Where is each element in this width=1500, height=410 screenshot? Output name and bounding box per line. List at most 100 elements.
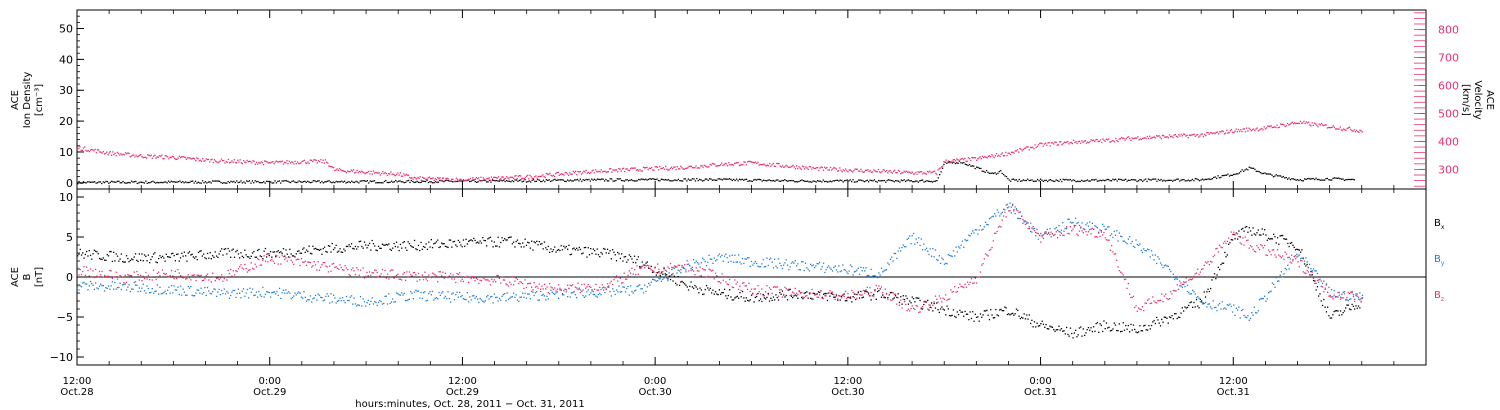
bz-point [379,275,381,277]
by-point [648,282,650,285]
ion-density-point [142,181,144,184]
bz-point [230,268,232,271]
by-point [621,291,623,293]
by-point [437,298,439,300]
by-point [752,264,754,266]
velocity-point [864,169,867,171]
by-point [866,275,868,277]
ion-density-point [108,182,110,184]
bx-point [939,308,942,310]
velocity-point [321,162,323,164]
bx-point [659,275,661,277]
velocity-point [362,171,364,173]
bz-point [1037,233,1039,235]
bx-point [651,271,654,273]
bx-point [883,296,885,299]
by-point [502,293,504,296]
bz-point [777,295,780,297]
velocity-point [1144,137,1146,139]
by-point [838,265,840,267]
velocity-point [1187,137,1189,139]
velocity-point [550,174,552,177]
by-point [1192,289,1194,291]
bx-point [1271,238,1273,240]
bx-point [276,251,278,253]
velocity-point [592,169,594,171]
bz-point [808,293,811,295]
velocity-point [1133,137,1136,139]
by-point [133,281,135,284]
velocity-point [680,165,682,167]
by-point [1208,303,1210,305]
bz-point [1108,239,1110,241]
velocity-point [638,170,640,172]
velocity-point [225,160,227,163]
by-point [107,285,110,287]
bx-point [990,309,992,311]
by-point [492,302,494,304]
bz-point [191,274,193,276]
bx-point [979,313,982,315]
velocity-point [366,171,369,173]
velocity-point [244,161,246,163]
bx-point [662,273,664,275]
velocity-point [973,157,975,159]
bz-point [1334,296,1337,298]
by-point [1300,258,1302,260]
velocity-point [760,164,763,166]
ion-density-point [430,181,432,183]
by-point [406,299,408,302]
ion-density-point [1092,179,1094,181]
ion-density-point [437,181,439,183]
ion-density-point [520,179,522,181]
ion-density-point [578,180,580,182]
velocity-point [1163,135,1165,137]
bz-point [221,274,223,276]
velocity-point [502,176,504,178]
ion-density-point [351,180,353,182]
ion-density-point [169,181,171,183]
bx-point [1357,305,1360,307]
bx-point [365,244,367,246]
velocity-point [420,179,422,181]
velocity-point [438,177,440,180]
ion-density-point [344,180,346,182]
bx-point [349,245,351,248]
velocity-point [399,172,401,174]
by-point [307,299,309,301]
bx-point [565,245,567,248]
ion-density-point [393,181,395,183]
bx-point [223,248,225,250]
bx-point [134,253,137,255]
by-point [642,292,645,294]
velocity-point [582,172,584,174]
bx-point [969,311,971,313]
bx-point [1212,276,1214,278]
by-point [475,295,477,298]
bx-point [1294,249,1297,251]
by-point [1197,295,1199,298]
by-point [943,263,946,265]
velocity-point [926,170,929,173]
velocity-point [1357,131,1359,133]
ion-density-point [135,180,137,182]
bz-point [1230,231,1232,233]
ion-density-point [797,181,799,183]
velocity-point [407,174,410,176]
bz-point [323,262,326,264]
ion-density-point [1288,177,1290,179]
ion-density-point [1169,179,1171,182]
velocity-point [418,177,420,179]
by-point [1073,224,1075,227]
bz-point [437,281,439,283]
by-point [332,294,335,296]
velocity-point [1087,141,1089,143]
ion-density-point [1129,179,1131,182]
bz-point [1126,287,1128,289]
by-point [615,289,618,291]
velocity-point [1209,132,1212,134]
ion-density-point [669,180,671,182]
velocity-point [357,172,359,174]
bx-point [732,299,735,301]
bz-point [1280,257,1282,259]
